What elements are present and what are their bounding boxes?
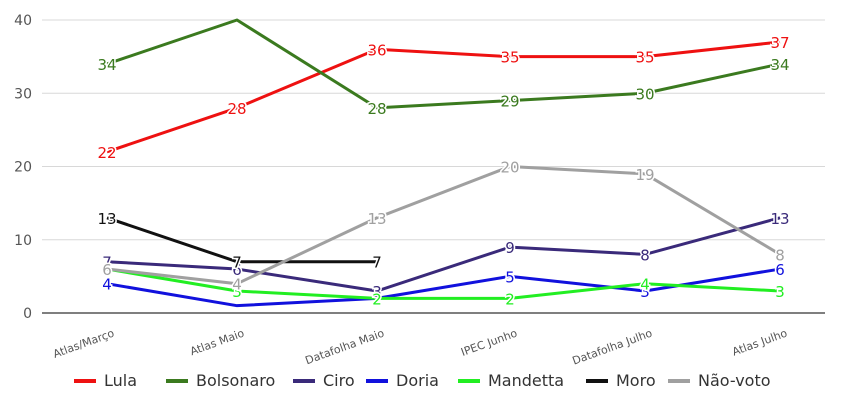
data-label: 20 <box>500 159 519 177</box>
data-label: 35 <box>500 49 519 67</box>
x-tick-label: Datafolha Maio <box>303 327 386 368</box>
data-label: 29 <box>500 93 519 111</box>
data-label: 13 <box>97 210 116 228</box>
data-label: 3 <box>775 283 785 301</box>
series-line-Doria <box>106 267 781 308</box>
data-label: 8 <box>640 246 650 264</box>
data-label: 8 <box>775 246 785 264</box>
data-label: 13 <box>770 210 789 228</box>
legend-label: Bolsonaro <box>196 371 275 390</box>
series-line-Moro <box>106 216 377 264</box>
y-tick-label: 10 <box>14 233 32 249</box>
data-label: 22 <box>97 144 116 162</box>
data-label: 30 <box>635 85 654 103</box>
data-label: 28 <box>227 100 246 118</box>
data-label: 4 <box>102 276 112 294</box>
data-label: 4 <box>232 276 242 294</box>
legend-label: Lula <box>104 371 137 390</box>
legend-label: Não-voto <box>698 371 771 390</box>
gridlines <box>42 19 825 314</box>
legend-label: Doria <box>396 371 439 390</box>
legend: Lula Bolsonaro Ciro Doria Mandetta Moro Não-vo… <box>74 371 771 390</box>
data-label: 34 <box>97 56 116 74</box>
data-label: 28 <box>367 100 386 118</box>
series-line-Não-voto <box>106 165 781 286</box>
y-tick-label: 30 <box>14 86 32 102</box>
data-label: 3 <box>372 283 382 301</box>
data-label: 6 <box>232 261 242 279</box>
x-tick-label: IPEC Junho <box>459 327 519 359</box>
x-axis-ticks: Atlas/Março Atlas Maio Datafolha Maio IPEC … <box>51 327 789 368</box>
data-label: 2 <box>372 290 382 308</box>
data-label: 9 <box>505 239 515 257</box>
series-line-Lula <box>106 40 781 154</box>
data-label: 7 <box>232 254 242 272</box>
series-line-Bolsonaro <box>106 18 781 110</box>
data-label: 2 <box>505 290 515 308</box>
data-label: 34 <box>770 56 789 74</box>
data-label: 3 <box>232 283 242 301</box>
data-label: 3 <box>640 283 650 301</box>
y-tick-label: 0 <box>23 306 32 322</box>
series-line-Ciro <box>106 216 781 293</box>
data-label: 6 <box>102 261 112 279</box>
y-tick-label: 40 <box>14 13 32 29</box>
series-line-Mandetta <box>106 267 781 300</box>
data-label: 19 <box>635 166 654 184</box>
x-tick-label: Atlas/Março <box>51 327 116 361</box>
x-tick-label: Atlas Maio <box>188 327 246 359</box>
y-axis-ticks: 0 10 20 30 40 <box>14 13 32 322</box>
data-label: 7 <box>372 254 382 272</box>
data-label: 37 <box>770 34 789 52</box>
data-label: 4 <box>640 276 650 294</box>
y-tick-label: 20 <box>14 160 32 176</box>
data-label: 36 <box>367 41 386 59</box>
legend-label: Mandetta <box>488 371 564 390</box>
data-label: 7 <box>102 254 112 272</box>
x-tick-label: Atlas Julho <box>730 327 789 359</box>
data-label: 6 <box>775 261 785 279</box>
data-label: 13 <box>367 210 386 228</box>
legend-label: Moro <box>616 371 656 390</box>
series-lines <box>106 18 781 308</box>
legend-label: Ciro <box>323 371 355 390</box>
data-label: 5 <box>505 268 515 286</box>
data-label: 35 <box>635 49 654 67</box>
x-tick-label: Datafolha Julho <box>571 327 655 368</box>
